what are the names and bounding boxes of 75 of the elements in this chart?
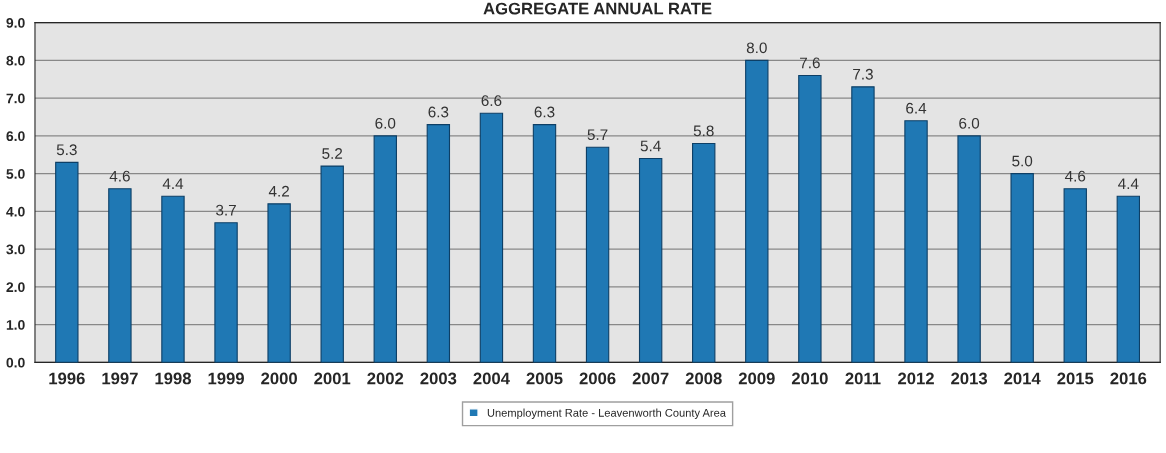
bar	[426, 124, 451, 363]
x-tick-label: 2014	[1004, 372, 1041, 385]
bar	[479, 112, 504, 363]
bar	[745, 59, 769, 363]
text: 6.0	[375, 117, 396, 129]
x-tick-label: 2015	[1057, 372, 1094, 385]
text: 4.2	[268, 185, 289, 197]
y-tick-label: 8.0	[6, 55, 25, 66]
x-tick-label: 2013	[951, 372, 988, 385]
bar	[692, 142, 716, 363]
y-tick-label: 5.0	[6, 168, 25, 179]
x-tick-label: 1998	[155, 372, 191, 385]
text: 5.3	[56, 144, 77, 156]
text: 7.3	[853, 68, 873, 80]
bar	[638, 157, 663, 363]
bar	[904, 120, 928, 363]
bar	[373, 135, 397, 363]
text: 4.4	[162, 178, 184, 189]
y-tick-label: 9.0	[6, 17, 25, 28]
x-tick-label: 2009	[738, 372, 775, 385]
text: 4.6	[109, 170, 130, 182]
x-tick-label: 2016	[1110, 372, 1147, 385]
x-tick-label: 2005	[526, 372, 563, 385]
bar	[1010, 173, 1034, 363]
text: 6.6	[481, 95, 502, 107]
x-tick-label: 2010	[791, 372, 828, 385]
bar	[267, 203, 291, 363]
x-tick-label: 2006	[579, 372, 616, 385]
y-tick-label: 0.0	[6, 357, 25, 368]
x-tick-label: 2001	[314, 372, 351, 385]
bar	[320, 165, 344, 363]
text: 5.0	[1012, 155, 1033, 167]
text: 5.4	[640, 140, 661, 152]
bar	[55, 161, 79, 363]
text: 6.4	[906, 102, 927, 114]
x-tick-label: 2000	[261, 372, 297, 385]
chart-title: AGGREGATE ANNUAL RATE	[483, 2, 712, 15]
text: 5.8	[693, 125, 714, 137]
bar	[108, 188, 132, 363]
text: 6.0	[959, 117, 980, 129]
x-tick-label: 2011	[845, 372, 881, 385]
x-tick-label: 2002	[367, 372, 404, 385]
bar	[585, 146, 610, 363]
legend-label: Unemployment Rate - Leavenworth County Area	[487, 408, 726, 419]
text: 6.3	[534, 106, 555, 118]
bar	[1116, 195, 1141, 363]
x-tick-label: 2008	[685, 372, 722, 385]
bar	[161, 195, 185, 363]
bar	[851, 86, 875, 363]
text: 5.2	[322, 148, 343, 159]
y-tick-label: 7.0	[6, 93, 25, 104]
x-tick-label: 2003	[420, 372, 457, 385]
bar	[214, 222, 238, 363]
x-tick-label: 2004	[473, 372, 510, 385]
text: 3.7	[216, 204, 236, 216]
text: 7.6	[800, 57, 820, 69]
bar	[532, 124, 557, 363]
y-tick-label: 6.0	[6, 131, 25, 142]
y-tick-label: 1.0	[6, 319, 25, 330]
bar	[957, 135, 981, 363]
y-tick-label: 3.0	[6, 244, 25, 255]
text: 5.7	[587, 129, 608, 141]
x-tick-label: 1997	[102, 372, 138, 385]
text: 8.0	[746, 42, 767, 54]
bar	[798, 74, 822, 363]
x-tick-label: 2007	[632, 372, 669, 385]
x-tick-label: 2012	[898, 372, 934, 385]
x-tick-label: 1999	[208, 372, 244, 385]
text: 6.3	[428, 106, 449, 118]
x-tick-label: 1996	[49, 372, 85, 385]
text: 4.4	[1118, 178, 1139, 189]
text: 4.6	[1064, 170, 1086, 182]
y-tick-label: 2.0	[6, 282, 25, 293]
bar	[1063, 188, 1087, 363]
y-tick-label: 4.0	[6, 206, 25, 217]
